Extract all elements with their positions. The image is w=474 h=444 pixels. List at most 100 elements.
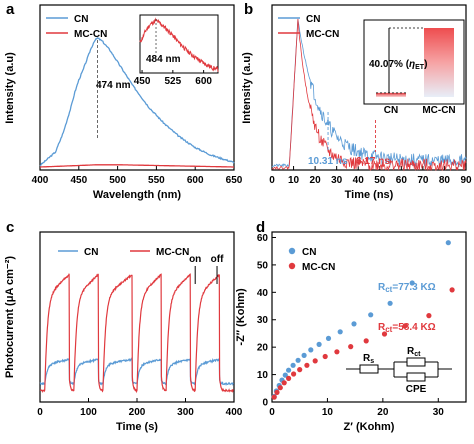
data-point-mc-cn	[426, 313, 432, 319]
circuit-cpe-label: CPE	[406, 384, 427, 395]
panel-a-inset-xtick-label-0: 450	[134, 76, 151, 87]
panel-b-xtick-label-4: 40	[353, 175, 365, 186]
data-point-cn	[286, 367, 292, 373]
panel-d-rct-mccn: Rct=58.4 KΩ	[378, 322, 436, 334]
legend-swatch-mc-cn	[288, 262, 296, 270]
data-point-mc-cn	[449, 287, 455, 293]
panel-c-off-label: off	[211, 254, 224, 265]
panel-a-ticks: 400 450 500 550 600 650	[32, 166, 243, 186]
panel-d-rct-cn-sub: ct	[385, 285, 392, 294]
panel-d-xtick-label-3: 30	[433, 407, 445, 418]
panel-d-ytick-label-3: 30	[257, 315, 269, 326]
panel-b-inset-efficiency-symbol: η	[409, 59, 415, 70]
panel-c-xlabel: Time (s)	[116, 421, 158, 433]
data-point-cn	[387, 300, 393, 306]
panel-a-inset-ticks: 450 525 600	[134, 70, 212, 87]
data-point-cn	[316, 341, 322, 347]
data-point-cn	[301, 352, 307, 358]
panel-a-lines	[39, 36, 235, 168]
panel-a-frame	[39, 4, 235, 171]
panel-b-inset-efficiency-value: 40.07%	[369, 59, 403, 70]
panel-d-rct-cn-letter: R	[378, 282, 386, 293]
data-point-cn	[290, 362, 296, 368]
panel-a-legend: CN MC-CN	[46, 14, 107, 40]
panel-d-rct-mccn-value: =58.4 KΩ	[392, 322, 435, 333]
panel-b-inset: 40.07% (ηET) CN MC-CN	[363, 19, 465, 116]
panel-d-frame	[271, 231, 467, 403]
panel-c-on-label: on	[189, 254, 201, 265]
panel-d-equivalent-circuit: Rs Rct CPE	[346, 346, 452, 395]
panel-b-xtick-label-6: 60	[396, 175, 408, 186]
panel-d-ytick-label-6: 60	[257, 233, 269, 244]
data-point-mc-cn	[381, 331, 388, 337]
legend-label-cn: CN	[84, 247, 98, 258]
panel-d-points	[271, 240, 455, 400]
data-point-mc-cn	[348, 344, 354, 350]
legend-label-cn: CN	[306, 14, 320, 25]
panel-b-inset-label-cn: CN	[384, 105, 398, 116]
panel-b-xtick-label-1: 10	[288, 175, 300, 186]
data-point-mc-cn	[274, 389, 280, 395]
data-point-cn	[409, 280, 415, 286]
circuit-cpe	[406, 372, 426, 382]
data-point-mc-cn	[281, 380, 287, 386]
data-point-mc-cn	[286, 375, 292, 381]
panel-a-ylabel: Intensity (a.u)	[4, 52, 16, 124]
panel-a-inset: 450 525 600 484 nm	[134, 14, 219, 87]
legend-label-cn: CN	[302, 247, 316, 258]
data-point-mc-cn	[277, 385, 283, 391]
data-point-mc-cn	[304, 362, 310, 368]
panel-d-xlabel: Z′ (Kohm)	[344, 421, 395, 433]
panel-d-legend: CN MC-CN	[288, 247, 335, 273]
panel-c-lines	[39, 273, 234, 394]
data-point-mc-cn	[291, 371, 297, 377]
data-point-mc-cn	[297, 367, 303, 373]
panel-b-inset-efficiency: 40.07% (ηET)	[369, 59, 427, 71]
data-point-mc-cn	[322, 353, 328, 360]
series-line-mc-cn	[40, 164, 234, 168]
circuit-rct-label: Rct	[407, 346, 421, 358]
panel-b-xtick-label-7: 70	[417, 175, 429, 186]
panel-b-lines	[271, 18, 467, 172]
panel-c-xtick-label-4: 400	[226, 407, 243, 418]
panel-a-inset-lines	[139, 17, 219, 72]
series-line-cn	[271, 19, 467, 168]
legend-label-mc-cn: MC-CN	[156, 247, 189, 258]
circuit-rct-sub: ct	[414, 351, 421, 358]
series-line-cn	[39, 36, 235, 167]
panel-a-inset-peak-label: 484 nm	[146, 54, 181, 65]
panel-letter-c: c	[6, 219, 14, 236]
series-line-mc-cn	[39, 273, 234, 394]
panel-b-xlabel: Time (ns)	[345, 189, 394, 201]
panel-d-xtick-label-2: 20	[377, 407, 389, 418]
data-point-mc-cn	[312, 358, 318, 364]
panel-c-ylabel: Photocurrent (μA cm⁻²)	[4, 256, 16, 378]
panel-c-legend: CN MC-CN	[58, 247, 189, 258]
panel-b-ylabel: Intensity (a.u)	[241, 52, 253, 124]
panel-d-rct-cn-value: =77.3 KΩ	[392, 282, 435, 293]
data-point-cn	[308, 347, 314, 353]
data-point-cn	[282, 372, 288, 378]
panel-c-ticks: 0 100 200 300 400	[37, 398, 243, 418]
panel-c: c 0 100 200 300 400 CN MC-CN on off Time (s)…	[4, 219, 243, 433]
panel-b-mccn-lifetime-label: 6.17 ns	[356, 156, 390, 167]
data-point-cn	[337, 329, 343, 335]
panel-b-xtick-label-3: 30	[331, 175, 343, 186]
data-point-cn	[325, 335, 332, 341]
panel-b-xtick-label-8: 80	[439, 175, 451, 186]
panel-c-xtick-label-1: 100	[80, 407, 97, 418]
panel-b-inset-bar-mccn	[424, 28, 454, 97]
circuit-rs-letter: R	[363, 353, 371, 364]
panel-a-xlabel: Wavelength (nm)	[93, 189, 182, 201]
circuit-rs	[359, 364, 379, 374]
circuit-rs-label: Rs	[363, 353, 374, 365]
panel-letter-a: a	[6, 1, 15, 18]
panel-a-inset-xtick-label-1: 525	[164, 76, 181, 87]
panel-d-xtick-label-1: 10	[322, 407, 334, 418]
panel-b-inset-bar-cn	[376, 92, 406, 97]
panel-d-ticks: 0 10 20 30 0 10 20 30 40 50 60	[257, 233, 444, 418]
panel-c-xtick-label-2: 200	[129, 407, 146, 418]
panel-b-cn-lifetime-label: 10.31 ns	[308, 156, 348, 167]
data-point-cn	[351, 321, 357, 327]
legend-label-mc-cn: MC-CN	[74, 29, 107, 40]
